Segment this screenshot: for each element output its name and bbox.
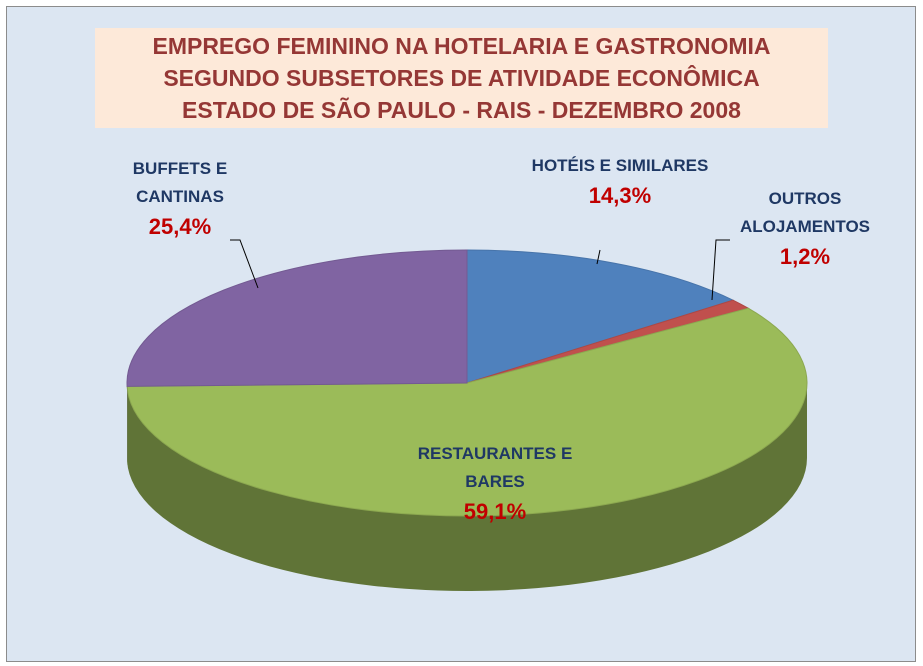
- leader-line: [711, 239, 730, 301]
- leader-line: [596, 249, 601, 265]
- pie-side: [127, 383, 808, 591]
- title-line: EMPREGO FEMININO NA HOTELARIA E GASTRONO…: [152, 33, 771, 59]
- pie-slice: [126, 249, 468, 462]
- category-label: OUTROS ALOJAMENTOS: [739, 189, 871, 236]
- slice-label: BUFFETS E CANTINAS 25,4%: [95, 155, 265, 243]
- slice-label: HOTÉIS E SIMILARES 14,3%: [530, 152, 710, 212]
- value-label: 1,2%: [779, 244, 831, 269]
- slice-label: RESTAURANTES E BARES 59,1%: [395, 440, 595, 528]
- leader-line: [230, 239, 259, 289]
- title-line: ESTADO DE SÃO PAULO - RAIS - DEZEMBRO 20…: [182, 97, 741, 123]
- slice-label: OUTROS ALOJAMENTOS 1,2%: [735, 185, 875, 273]
- title-line: SEGUNDO SUBSETORES DE ATIVIDADE ECONÔMIC…: [163, 65, 760, 91]
- value-label: 14,3%: [588, 183, 652, 208]
- pie-top: [126, 249, 468, 387]
- pie-top: [126, 307, 808, 517]
- value-label: 59,1%: [463, 499, 527, 524]
- category-label: RESTAURANTES E BARES: [417, 444, 573, 491]
- category-label: HOTÉIS E SIMILARES: [531, 156, 709, 175]
- category-label: BUFFETS E CANTINAS: [132, 159, 228, 206]
- pie-slice: [126, 307, 808, 591]
- value-label: 25,4%: [148, 214, 212, 239]
- chart-title: EMPREGO FEMININO NA HOTELARIA E GASTRONO…: [95, 28, 828, 128]
